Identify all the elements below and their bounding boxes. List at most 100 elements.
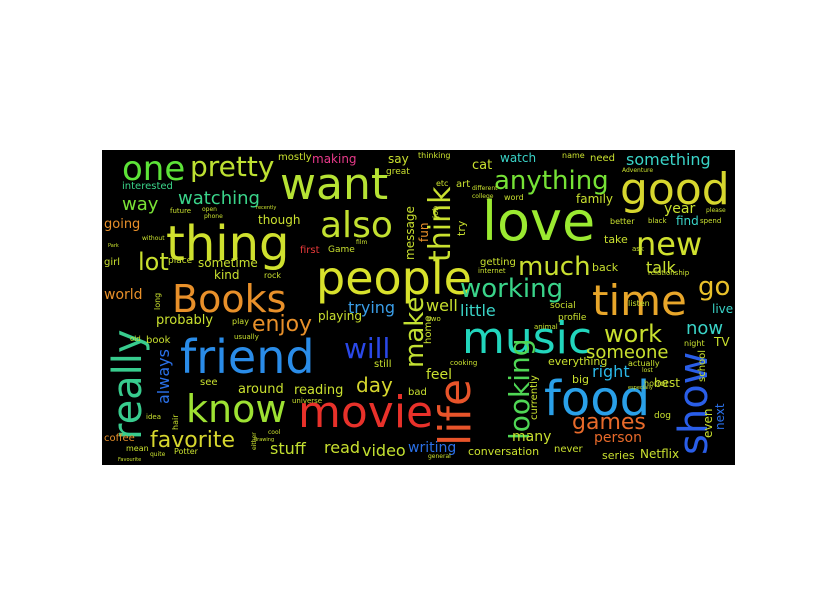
word: etc xyxy=(436,179,449,188)
word: two xyxy=(428,315,441,323)
word: working xyxy=(460,274,564,304)
word: universe xyxy=(292,397,323,405)
word: Favourite xyxy=(118,457,142,463)
word: sometime xyxy=(198,256,258,270)
word: always xyxy=(154,349,173,404)
word: cat xyxy=(472,158,493,173)
word: video xyxy=(362,441,406,460)
word: even xyxy=(701,408,715,438)
word: actually xyxy=(628,359,660,368)
word: first xyxy=(300,245,320,256)
word: without xyxy=(142,235,165,242)
word: word xyxy=(504,193,524,202)
word: day xyxy=(356,373,393,397)
word: will xyxy=(344,332,391,365)
word: thing xyxy=(166,216,290,272)
word: internet xyxy=(478,267,506,275)
word: read xyxy=(324,438,361,457)
word: also xyxy=(320,205,393,246)
word: relationship xyxy=(648,269,690,277)
word: people xyxy=(316,251,472,305)
word: TV xyxy=(714,335,730,349)
word-cloud: people love movie friend music thing foo… xyxy=(102,150,735,465)
word: horror xyxy=(644,379,669,388)
word: trying xyxy=(348,298,396,317)
word: work xyxy=(604,320,663,348)
word: message xyxy=(403,206,417,260)
word: open xyxy=(202,206,217,213)
word: school xyxy=(697,349,708,382)
word: hair xyxy=(171,414,180,430)
word: watch xyxy=(500,151,537,165)
word: fun xyxy=(417,222,431,242)
word: though xyxy=(258,213,301,227)
word: Park xyxy=(108,243,119,249)
word: kind xyxy=(214,268,240,282)
word: future xyxy=(170,207,192,215)
word: back xyxy=(592,261,619,274)
word: know xyxy=(186,387,287,431)
word: go xyxy=(698,272,731,302)
word: better xyxy=(610,217,635,226)
word: love xyxy=(482,190,596,253)
word: anything xyxy=(494,166,609,196)
word: family xyxy=(576,192,614,206)
word: especially xyxy=(628,385,653,391)
word: Adventure xyxy=(622,167,654,174)
word: long xyxy=(153,292,162,310)
word: need xyxy=(590,153,615,164)
word: see xyxy=(200,377,218,388)
word: series xyxy=(602,449,635,462)
word: book xyxy=(146,335,171,346)
word: show xyxy=(671,351,717,455)
word: still xyxy=(374,359,392,370)
word: want xyxy=(280,159,389,210)
word: social xyxy=(550,301,576,311)
word: writing xyxy=(408,440,457,456)
word: play xyxy=(232,317,249,326)
word: best xyxy=(654,376,680,390)
word: never xyxy=(554,444,583,455)
word: night xyxy=(684,339,705,348)
word: games xyxy=(572,410,646,435)
word: enjoy xyxy=(252,312,313,337)
word: live xyxy=(712,302,734,316)
word: now xyxy=(686,318,724,339)
word: someone xyxy=(586,342,669,363)
word: profile xyxy=(558,313,587,323)
word: try xyxy=(455,220,468,236)
word: bad xyxy=(408,387,427,398)
word: find xyxy=(676,214,699,228)
word: cool xyxy=(268,429,281,436)
word: Potter xyxy=(174,447,198,456)
word: reading xyxy=(294,383,344,398)
word: quite xyxy=(150,451,166,458)
word: big xyxy=(572,373,590,386)
word: playing xyxy=(318,309,362,323)
word: pretty xyxy=(190,150,275,183)
word: mostly xyxy=(278,152,312,163)
word: cooking xyxy=(450,359,478,367)
word: animal xyxy=(534,323,558,331)
word: interested xyxy=(122,181,173,192)
word: right xyxy=(592,362,630,381)
word: recently xyxy=(256,205,277,211)
word: going xyxy=(104,217,141,232)
word: usually xyxy=(234,333,259,341)
word: listen xyxy=(628,299,650,308)
word: making xyxy=(312,152,357,166)
word: much xyxy=(518,252,591,282)
word: everything xyxy=(548,355,608,368)
word: around xyxy=(238,382,284,397)
word: general xyxy=(428,453,451,460)
word: say xyxy=(388,152,409,166)
word: currently xyxy=(529,375,540,420)
word: dog xyxy=(654,411,671,421)
word: friend xyxy=(180,330,315,384)
word: talk xyxy=(646,258,676,277)
word: old xyxy=(130,335,141,343)
word: next xyxy=(713,403,727,430)
word: feel xyxy=(426,367,453,383)
word: college xyxy=(472,193,494,200)
word: way xyxy=(122,194,159,215)
